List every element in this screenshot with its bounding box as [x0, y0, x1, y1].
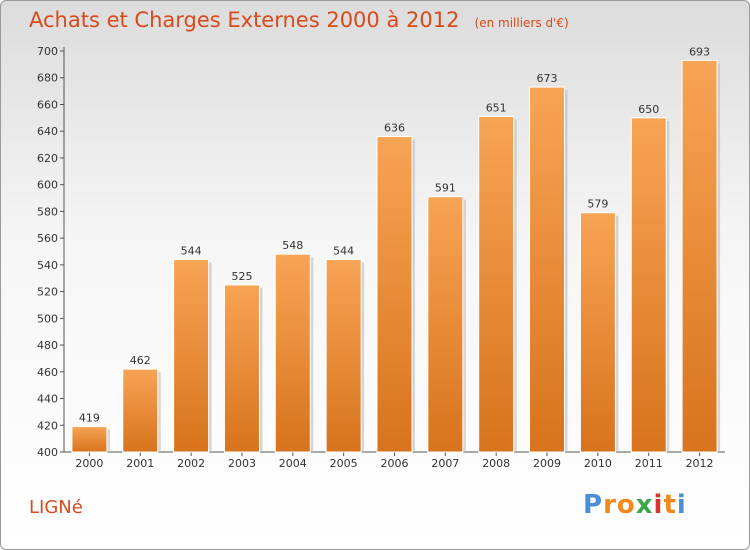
bar-2005	[325, 259, 362, 453]
bar-2012	[681, 59, 718, 453]
chart-title-block: Achats et Charges Externes 2000 à 2012 (…	[29, 8, 569, 32]
x-tick-label-2002: 2002	[177, 457, 205, 470]
data-label-2009: 673	[537, 72, 558, 85]
bar-2009	[529, 86, 566, 453]
y-tick-label: 540	[37, 259, 58, 272]
x-tick-label-2008: 2008	[482, 457, 510, 470]
bar-2004	[274, 253, 311, 453]
bar-2007	[427, 196, 464, 453]
y-tick-label: 700	[37, 45, 58, 58]
chart-unit: (en milliers d'€)	[474, 16, 569, 30]
data-label-2001: 462	[130, 354, 151, 367]
data-label-2012: 693	[689, 45, 710, 58]
x-tick-label-2010: 2010	[584, 457, 612, 470]
data-label-2002: 544	[181, 245, 202, 258]
bar-2010	[579, 212, 616, 453]
x-tick-label-2012: 2012	[686, 457, 714, 470]
data-label-2004: 548	[282, 239, 303, 252]
x-tick-label-2003: 2003	[228, 457, 256, 470]
x-tick-label-2005: 2005	[330, 457, 358, 470]
x-tick-label-2006: 2006	[381, 457, 409, 470]
logo-letter: t	[663, 490, 677, 520]
bar-2006	[376, 136, 413, 453]
y-tick-label: 600	[37, 179, 58, 192]
y-tick-label: 520	[37, 286, 58, 299]
data-label-2003: 525	[231, 270, 252, 283]
commune-name: LIGNé	[29, 497, 83, 518]
bar-2003	[223, 284, 260, 453]
chart-title: Achats et Charges Externes 2000 à 2012	[29, 8, 460, 32]
x-tick-label-2000: 2000	[75, 457, 103, 470]
data-label-2006: 636	[384, 122, 405, 135]
proxiti-logo: Proxiti	[583, 490, 687, 520]
x-tick-label-2001: 2001	[126, 457, 154, 470]
chart-bars: 419 462 544 525 548 544 636 591 651 673 579 650 693	[71, 45, 721, 453]
data-label-2000: 419	[79, 412, 100, 425]
logo-letter: P	[583, 490, 604, 520]
y-tick-label: 640	[37, 125, 58, 138]
bar-2011	[630, 117, 667, 453]
y-tick-label: 460	[37, 366, 58, 379]
y-tick-label: 560	[37, 232, 58, 245]
data-label-2007: 591	[435, 182, 456, 195]
logo-letter: i	[676, 490, 687, 520]
chart-axes: 400 420 440 460 480 500 520 540 560 580 600 620 640 6…	[37, 45, 725, 470]
y-tick-label: 580	[37, 205, 58, 218]
logo-letter: r	[603, 490, 617, 520]
logo-letter: o	[616, 490, 636, 520]
bar-2001	[122, 368, 159, 453]
data-label-2005: 544	[333, 245, 354, 258]
bar-2002	[173, 259, 210, 453]
x-tick-label-2007: 2007	[431, 457, 459, 470]
y-tick-label: 680	[37, 72, 58, 85]
y-tick-label: 500	[37, 312, 58, 325]
logo-letter: x	[635, 490, 654, 520]
data-label-2011: 650	[638, 103, 659, 116]
y-tick-label: 440	[37, 393, 58, 406]
logo-letter: i	[653, 490, 664, 520]
y-tick-label: 620	[37, 152, 58, 165]
data-label-2008: 651	[486, 101, 507, 114]
bar-2000	[71, 426, 108, 453]
x-tick-label-2004: 2004	[279, 457, 307, 470]
y-tick-label: 400	[37, 446, 58, 459]
data-label-2010: 579	[587, 198, 608, 211]
bar-2008	[478, 115, 515, 453]
y-tick-label: 420	[37, 419, 58, 432]
y-tick-label: 480	[37, 339, 58, 352]
x-tick-label-2011: 2011	[635, 457, 663, 470]
y-tick-label: 660	[37, 98, 58, 111]
x-tick-label-2009: 2009	[533, 457, 561, 470]
